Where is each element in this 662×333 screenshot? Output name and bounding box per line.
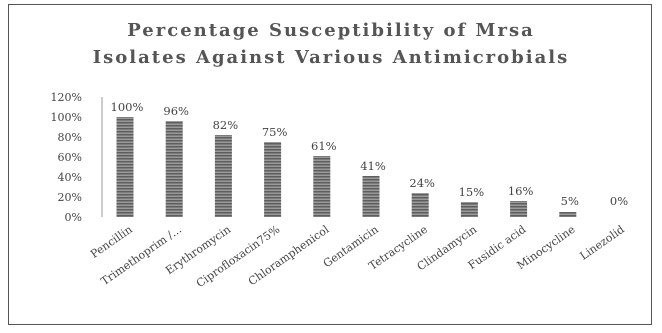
bar [559, 212, 577, 217]
y-axis: 0% 20% 40% 60% 80% 100% 120% [51, 91, 103, 224]
bar [362, 176, 380, 217]
y-tick-label: 120% [51, 91, 82, 104]
data-label: 41% [360, 159, 386, 173]
bar [411, 193, 429, 217]
bar [460, 202, 478, 217]
bar [116, 117, 134, 217]
y-tick-label: 40% [58, 171, 82, 184]
category-label: Trimethoprim /... [99, 223, 184, 288]
y-tick-label: 20% [58, 191, 82, 204]
y-tick-label: 80% [58, 131, 82, 144]
data-label: 75% [262, 125, 288, 139]
chart-title-line-2: Isolates Against Various Antimicrobials [93, 47, 569, 68]
value-labels: 100% 96% 82% 75% 61% 41% 24% 15% 16% 5% 0% [111, 100, 629, 208]
bar [313, 156, 331, 217]
chart-frame: Percentage Susceptibility of Mrsa Isolat… [8, 4, 652, 325]
data-label: 100% [111, 100, 144, 114]
data-label: 15% [459, 185, 485, 199]
data-label: 24% [409, 176, 435, 190]
y-tick-label: 60% [58, 151, 82, 164]
category-label: Pencillin [88, 223, 135, 261]
category-label: Chloramphenicol [246, 223, 332, 289]
bar-chart: Percentage Susceptibility of Mrsa Isolat… [51, 20, 629, 291]
bar [264, 142, 282, 217]
chart-title-line-1: Percentage Susceptibility of Mrsa [127, 20, 535, 41]
y-tick-label: 0% [65, 211, 82, 224]
y-tick-label: 100% [51, 111, 82, 124]
data-label: 61% [311, 139, 337, 153]
bar [510, 201, 528, 217]
data-label: 96% [163, 104, 189, 118]
bars [116, 117, 577, 217]
category-label: Linezolid [578, 223, 627, 263]
category-label: Ciprofloxacin75% [194, 223, 282, 290]
data-label: 82% [213, 118, 239, 132]
data-label: 16% [508, 184, 534, 198]
data-label: 5% [561, 194, 579, 208]
bar [214, 135, 232, 217]
data-label: 0% [610, 194, 628, 208]
bar [165, 121, 183, 217]
